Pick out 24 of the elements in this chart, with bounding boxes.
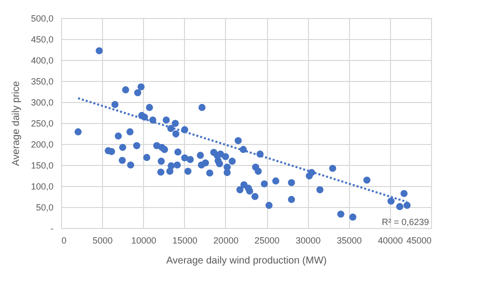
x-tick-label: 15000 [172,236,198,246]
x-tick-label: 40000 [378,236,403,246]
x-tick-label: 30000 [296,236,321,246]
x-axis-title: Average daily wind production (MW) [166,256,327,266]
y-tick-label: 50,0 [36,202,54,212]
x-tick-label: 35000 [336,236,362,246]
x-tick-label: 25000 [254,236,280,246]
y-tick-label: 300,0 [30,98,54,108]
y-tick-label: 250,0 [30,118,54,128]
x-tick-label: 45000 [406,236,432,246]
x-tick-label: 20000 [213,236,238,246]
y-tick-label: 200,0 [30,140,54,150]
y-tick-label: 350,0 [30,76,54,86]
y-axis-title: Average daily price [10,80,22,166]
x-tick-label: 10000 [131,236,156,246]
y-tick-label: - [50,224,54,234]
y-tick-label: 500,0 [30,14,54,24]
y-tick-label: 150,0 [30,160,54,170]
y-tick-label: 400,0 [30,56,54,66]
x-tick-label: 0 [62,236,67,246]
y-tick-label: 450,0 [30,34,54,44]
y-tick-label: 100,0 [30,182,54,192]
x-tick-label: 5000 [92,236,113,246]
annotation: R² = 0,6239 [382,217,429,227]
